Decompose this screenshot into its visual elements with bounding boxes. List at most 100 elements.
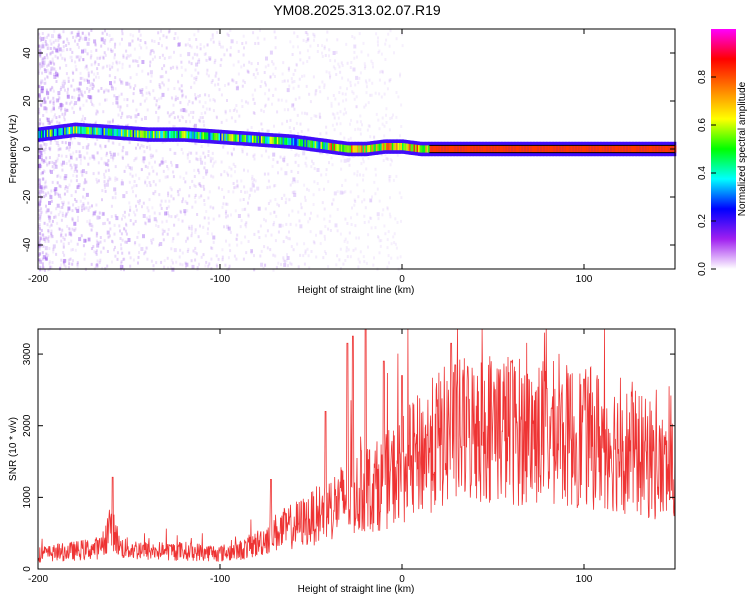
heatmap-cell (562, 145, 565, 153)
heatmap-cell (193, 196, 196, 199)
heatmap-cell (221, 45, 224, 49)
heatmap-cell (279, 155, 282, 159)
colorbar-tick-label: 0.2 (697, 214, 708, 228)
heatmap-cell (121, 113, 124, 117)
heatmap-cell (158, 84, 161, 88)
heatmap-cell (44, 145, 47, 149)
heatmap-cell (67, 210, 69, 214)
heatmap-cell (326, 96, 329, 100)
heatmap-cell (151, 154, 154, 158)
heatmap-cell (306, 187, 309, 191)
heatmap-cell (375, 32, 378, 36)
heatmap-cell (357, 81, 360, 85)
heatmap-cell (380, 143, 383, 151)
heatmap-cell (129, 76, 132, 80)
heatmap-cell (50, 51, 53, 55)
heatmap-cell (249, 187, 253, 192)
heatmap-cell (90, 50, 93, 54)
heatmap-cell (171, 97, 174, 101)
heatmap-cell (378, 251, 381, 255)
heatmap-cell (97, 171, 100, 175)
heatmap-cell (294, 68, 297, 72)
heatmap-cell (659, 145, 662, 153)
heatmap-cell (70, 239, 73, 243)
heatmap-cell (48, 215, 52, 220)
heatmap-cell (180, 60, 183, 64)
heatmap-cell (418, 145, 420, 153)
heatmap-cell (70, 156, 72, 159)
heatmap-cell (47, 229, 50, 233)
heatmap-cell (396, 256, 399, 260)
heatmap-cell (82, 114, 84, 118)
heatmap-cell (267, 97, 270, 101)
heatmap-cell (151, 206, 154, 210)
heatmap-cell (168, 120, 171, 124)
heatmap-cell (281, 122, 284, 126)
heatmap-cell (82, 204, 85, 208)
heatmap-cell (335, 50, 338, 54)
heatmap-cell (95, 75, 98, 79)
heatmap-cell (254, 88, 257, 92)
heatmap-cell (323, 142, 326, 150)
heatmap-cell (370, 93, 373, 97)
heatmap-cell (135, 108, 138, 112)
heatmap-cell (184, 95, 187, 99)
heatmap-cell (259, 224, 262, 228)
heatmap-cell (161, 44, 163, 48)
heatmap-cell (205, 72, 208, 76)
heatmap-cell (237, 49, 240, 53)
heatmap-cell (188, 60, 191, 64)
heatmap-cell (110, 128, 113, 136)
heatmap-cell (316, 50, 319, 53)
heatmap-cell (236, 134, 238, 142)
heatmap-cell (151, 165, 154, 169)
heatmap-cell (386, 238, 389, 242)
heatmap-cell (48, 61, 50, 65)
heatmap-cell (103, 90, 106, 94)
heatmap-cell (134, 130, 137, 138)
heatmap-cell (79, 76, 82, 80)
heatmap-cell (87, 143, 90, 147)
heatmap-cell (323, 45, 326, 49)
heatmap-cell (492, 145, 495, 153)
heatmap-cell (177, 42, 181, 47)
heatmap-cell (51, 60, 54, 64)
heatmap-cell (43, 82, 46, 85)
heatmap-cell (253, 135, 256, 143)
heatmap-cell (324, 54, 327, 57)
heatmap-cell (136, 235, 139, 239)
heatmap-cell (109, 150, 112, 154)
heatmap-cell (214, 133, 217, 141)
heatmap-cell (662, 145, 665, 153)
heatmap-cell (68, 102, 71, 106)
heatmap-cell (301, 74, 303, 78)
heatmap-cell (323, 86, 326, 90)
heatmap-cell (651, 145, 653, 153)
heatmap-cell (94, 142, 97, 146)
heatmap-cell (68, 227, 71, 231)
heatmap-cell (57, 94, 60, 97)
heatmap-cell (96, 127, 99, 135)
heatmap-cell (146, 165, 149, 169)
heatmap-cell (527, 145, 530, 153)
heatmap-cell (75, 150, 78, 154)
heatmap-cell (187, 102, 189, 106)
heatmap-cell (88, 156, 91, 160)
heatmap-cell (178, 118, 181, 122)
heatmap-cell (225, 224, 229, 229)
heatmap-cell (38, 227, 41, 231)
heatmap-cell (63, 115, 66, 119)
heatmap-cell (38, 232, 41, 236)
heatmap-cell (106, 250, 109, 253)
heatmap-cell (135, 208, 138, 212)
heatmap-cell (150, 153, 153, 157)
heatmap-cell (186, 156, 189, 160)
heatmap-cell (60, 263, 63, 267)
heatmap-cell (42, 237, 45, 241)
heatmap-cell (285, 259, 288, 263)
heatmap-cell (142, 201, 145, 205)
heatmap-cell (68, 207, 71, 211)
heatmap-cell (186, 250, 189, 253)
heatmap-cell (365, 81, 368, 85)
heatmap-cell (293, 127, 295, 131)
